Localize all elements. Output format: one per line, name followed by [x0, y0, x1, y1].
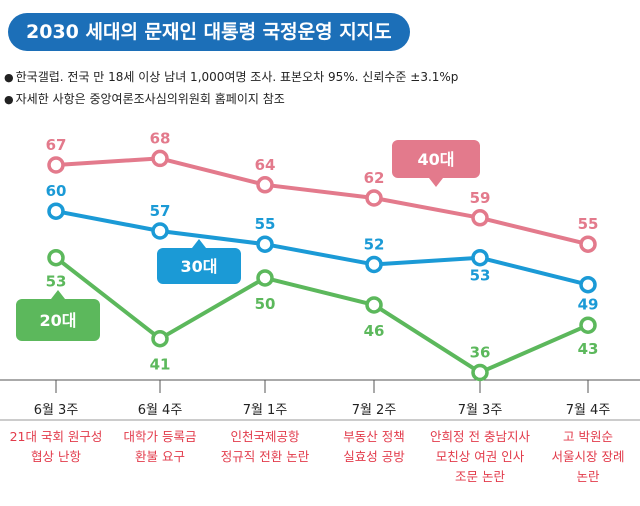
survey-note-text: 한국갤럽. 전국 만 18세 이상 남녀 1,000여명 조사. 표본오차 95… — [15, 70, 459, 84]
event-annotation-line: 정규직 전환 논란 — [220, 449, 310, 464]
x-tick-label: 6월 3주 — [33, 403, 79, 418]
data-point — [579, 235, 597, 253]
legend-callout — [157, 248, 241, 284]
event-annotation-line: 고 박원순 — [563, 429, 613, 444]
note-bullet-icon: ● — [4, 93, 14, 106]
series-line-30대 — [55, 209, 589, 287]
legend-callout-tail — [192, 239, 206, 248]
data-label: 68 — [150, 129, 171, 147]
event-annotation-line: 논란 — [576, 469, 600, 484]
data-label: 41 — [150, 356, 171, 374]
legend-callout — [16, 299, 100, 341]
data-point — [151, 149, 169, 168]
legend-label-20대: 20대 — [40, 311, 77, 330]
data-point — [151, 329, 169, 348]
data-label: 55 — [255, 215, 276, 233]
survey-note: ● 한국갤럽. 전국 만 18세 이상 남녀 1,000여명 조사. 표본오차 9… — [4, 68, 458, 85]
data-label: 49 — [578, 296, 599, 314]
event-annotation-line: 실효성 공방 — [343, 449, 405, 464]
event-annotation-line: 대학가 등록금 — [123, 429, 197, 444]
legend-label-40대: 40대 — [418, 150, 455, 169]
event-annotation-line: 서울시장 장례 — [551, 449, 625, 464]
data-label: 64 — [255, 156, 276, 174]
data-point — [471, 363, 489, 382]
chart-title: 2030 세대의 문재인 대통령 국정운영 지지도 — [8, 13, 410, 51]
data-point — [471, 248, 489, 267]
data-point — [365, 189, 383, 207]
event-annotation-line: 모친상 여권 인사 — [435, 449, 525, 464]
event-annotation-line: 21대 국회 원구성 — [9, 429, 103, 444]
data-point — [471, 209, 489, 227]
event-annotation-line: 협상 난항 — [31, 449, 81, 464]
data-label: 55 — [578, 215, 599, 233]
data-point — [579, 316, 597, 334]
data-point — [47, 156, 65, 174]
data-label: 43 — [578, 340, 599, 358]
data-point — [256, 269, 274, 287]
legend-callout — [392, 140, 480, 178]
data-label: 57 — [150, 202, 171, 220]
legend-label-30대: 30대 — [181, 257, 218, 276]
reference-note-text: 자세한 사항은 중앙여론조사심의위원회 홈페이지 참조 — [15, 92, 285, 106]
series-line-40대 — [55, 156, 589, 247]
legend-callout-tail — [51, 290, 65, 299]
data-point — [365, 296, 383, 314]
data-point — [256, 176, 274, 194]
data-label: 46 — [364, 322, 385, 340]
data-label: 59 — [470, 189, 491, 207]
event-annotation-line: 안희정 전 충남지사 — [430, 429, 530, 444]
x-tick-label: 7월 4주 — [565, 403, 611, 418]
data-point — [47, 248, 65, 267]
data-label: 53 — [470, 267, 491, 285]
event-annotation-line: 인천국제공항 — [230, 429, 300, 444]
data-point — [47, 202, 65, 220]
data-label: 36 — [470, 343, 491, 361]
legend-callout-tail — [429, 178, 443, 187]
data-label: 53 — [46, 273, 67, 291]
event-annotation-line: 환불 요구 — [135, 449, 185, 464]
data-label: 62 — [364, 169, 385, 187]
event-annotation-line: 부동산 정책 — [343, 429, 405, 444]
x-tick-label: 6월 4주 — [137, 403, 183, 418]
data-label: 67 — [46, 136, 67, 154]
data-point — [256, 235, 274, 253]
data-point — [151, 222, 169, 240]
data-label: 52 — [364, 235, 385, 253]
event-annotation-line: 조문 논란 — [455, 469, 505, 484]
note-bullet-icon: ● — [4, 71, 14, 84]
reference-note: ● 자세한 사항은 중앙여론조사심의위원회 홈페이지 참조 — [4, 90, 285, 107]
data-label: 50 — [255, 295, 276, 313]
x-tick-label: 7월 1주 — [242, 403, 288, 418]
data-label: 60 — [46, 182, 67, 200]
x-tick-label: 7월 3주 — [457, 403, 503, 418]
series-line-20대 — [54, 256, 589, 375]
data-point — [579, 275, 597, 294]
x-tick-label: 7월 2주 — [351, 403, 397, 418]
data-point — [365, 255, 383, 274]
